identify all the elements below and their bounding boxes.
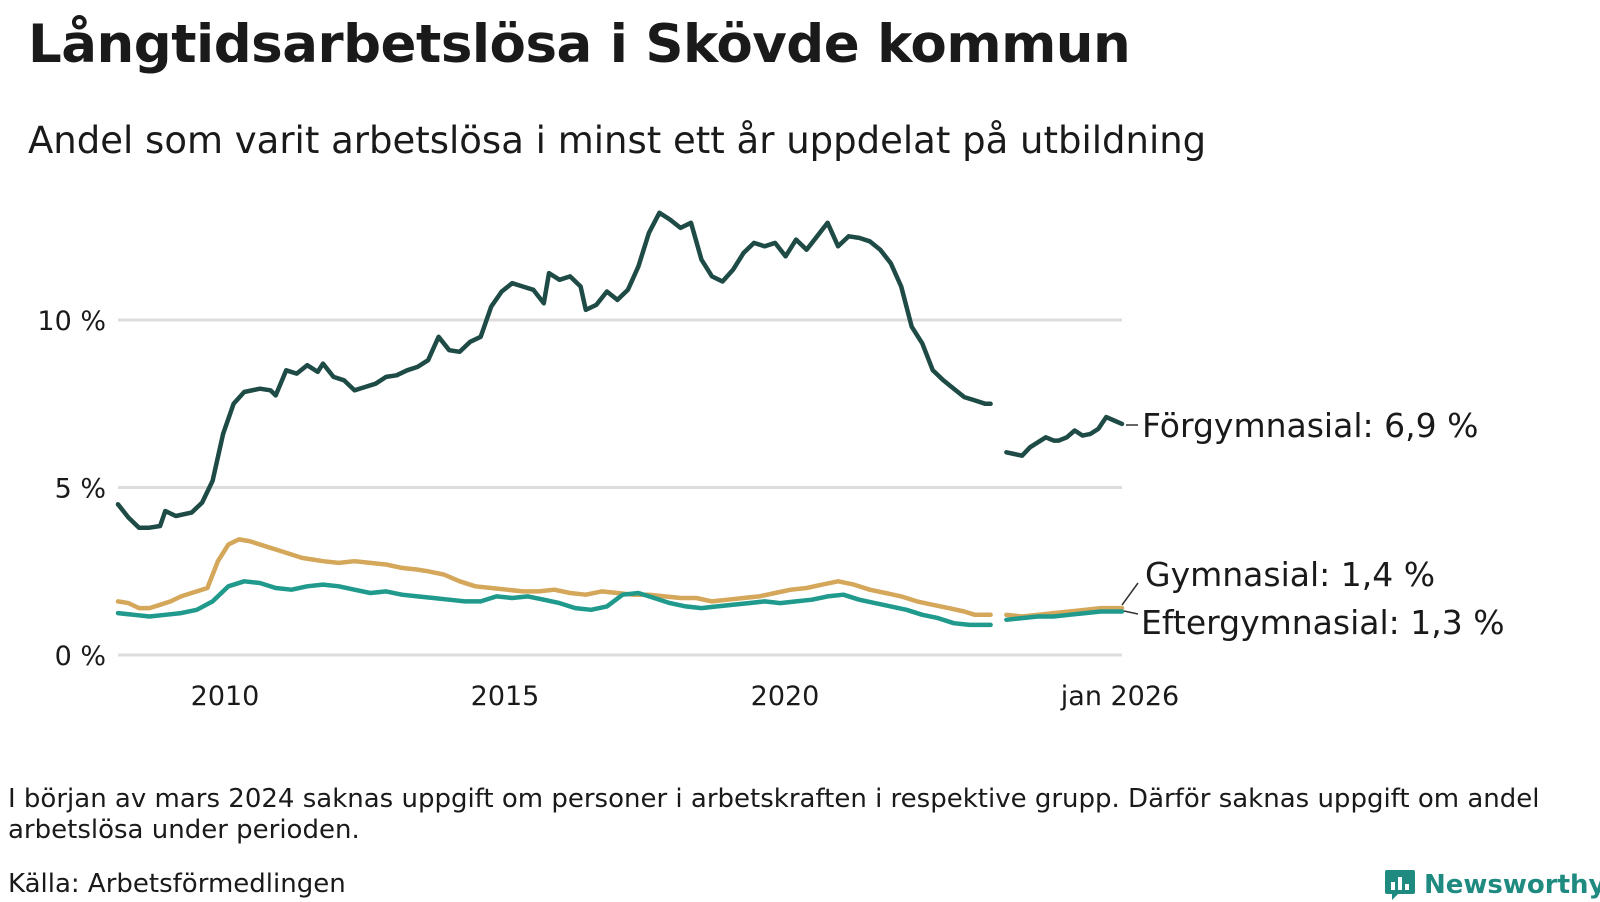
y-tick-label: 5 % — [55, 474, 106, 505]
series-line-förgymnasial — [115, 210, 1125, 530]
y-tick-label: 0 % — [55, 641, 106, 672]
line-chart: 0 % 5 % 10 % 2010 2015 2020 jan 2026 Förgymna… — [37, 210, 1505, 712]
y-tick-label: 10 % — [37, 306, 106, 337]
x-tick-label: 2015 — [471, 681, 540, 712]
end-label-eftergymnasial: Eftergymnasial: 1,3 % — [1141, 603, 1505, 642]
x-tick-label: 2020 — [751, 681, 820, 712]
chart-subtitle: Andel som varit arbetslösa i minst ett å… — [28, 119, 1207, 162]
end-labels: Förgymnasial: 6,9 % Gymnasial: 1,4 % Efter… — [1121, 406, 1505, 642]
y-axis: 0 % 5 % 10 % — [37, 306, 106, 672]
newsworthy-logo-text: Newsworthy — [1424, 870, 1600, 900]
x-axis: 2010 2015 2020 jan 2026 — [191, 681, 1180, 712]
x-tick-label: 2010 — [191, 681, 260, 712]
x-tick-label: jan 2026 — [1060, 681, 1179, 712]
source-note: Källa: Arbetsförmedlingen — [8, 869, 346, 899]
grid-lines — [118, 318, 1122, 657]
newsworthy-logo: Newsworthy — [1384, 868, 1600, 902]
series-line-gymnasial — [115, 537, 1125, 619]
series-lines — [115, 210, 1125, 628]
series-line-eftergymnasial — [115, 579, 1125, 628]
end-label-förgymnasial: Förgymnasial: 6,9 % — [1142, 406, 1478, 445]
end-label-connector — [1121, 582, 1139, 606]
chart-title: Långtidsarbetslösa i Skövde kommun — [28, 14, 1131, 75]
end-label-connector — [1123, 610, 1139, 615]
end-label-gymnasial: Gymnasial: 1,4 % — [1145, 555, 1435, 594]
newsworthy-logo-icon — [1385, 870, 1415, 900]
footnote: I början av mars 2024 saknas uppgift om … — [8, 784, 1540, 845]
